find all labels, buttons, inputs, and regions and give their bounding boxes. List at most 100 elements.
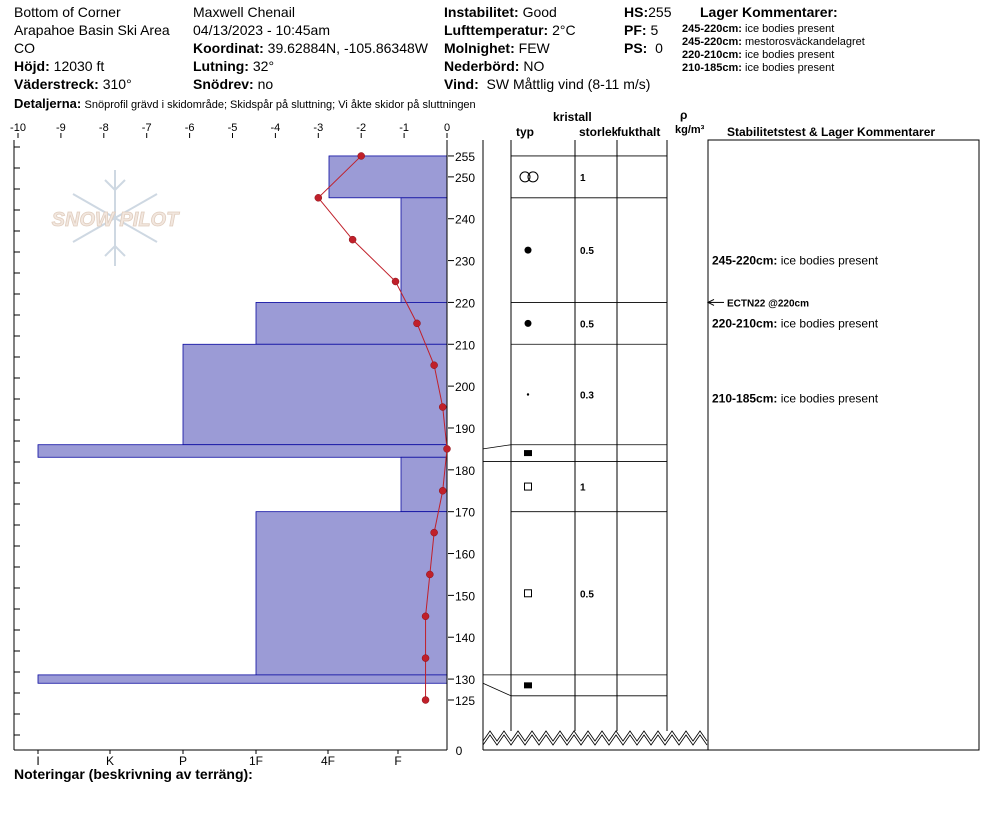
grain-table: 1 0.5 0.5 0.3 1 0.5 ECTN22 @220cm 245-220cm: ic… <box>482 139 980 751</box>
hardness-bar <box>37 674 448 684</box>
notes-label: Noteringar (beskrivning av terräng): <box>14 766 253 782</box>
state-name: CO <box>14 40 35 56</box>
melt-form-icon <box>527 171 539 183</box>
temp-tick-label: -10 <box>10 122 26 134</box>
wind: Vind: SW Måttlig vind (8-11 m/s) <box>444 76 650 92</box>
filled-dot-icon <box>524 246 532 254</box>
precip-label: Nederbörd: <box>444 58 520 74</box>
hardness-bar <box>37 444 448 458</box>
rho-unit: kg/m³ <box>675 124 705 136</box>
depth-tick-label: 190 <box>455 422 475 436</box>
moisture-header: fukthalt <box>617 125 661 139</box>
pf: PF: 5 <box>624 22 658 38</box>
layer-annotation-range: 210-185cm: <box>712 392 781 406</box>
pf-label: PF: <box>624 22 647 38</box>
temp-tick-label: -8 <box>99 122 109 134</box>
depth-tick-label: 150 <box>455 589 475 603</box>
grain-size-label: 0.5 <box>580 589 594 600</box>
temperature-point <box>438 403 447 411</box>
layer-annotation-text: ice bodies present <box>781 316 879 330</box>
hardness-tick-label: I <box>36 754 39 768</box>
temperature-point <box>443 445 451 453</box>
datetime: 04/13/2023 - 10:45am <box>193 22 330 38</box>
elevation: Höjd: 12030 ft <box>14 58 104 74</box>
grain-size-label: 0.5 <box>580 246 594 257</box>
temp-tick-label: -2 <box>356 122 366 134</box>
depth-tick-label: 255 <box>455 150 475 164</box>
depth-tick-label: 160 <box>455 548 475 562</box>
stability-label: Instabilitet: <box>444 4 519 20</box>
hs-value: 255 <box>648 4 672 20</box>
temperature-point <box>430 528 438 537</box>
temperature-point <box>348 235 357 244</box>
wind-label: Vind: <box>444 76 479 92</box>
layer-comment-range: 210-185cm: <box>682 62 742 74</box>
layer-connector <box>482 444 512 450</box>
depth-tick-label: 200 <box>455 380 475 394</box>
temp-tick-label: -9 <box>56 122 66 134</box>
temperature-point <box>430 361 438 369</box>
layer-annotation-range: 220-210cm: <box>712 316 781 330</box>
grain-size-label: 1 <box>580 173 586 184</box>
drift-label: Snödrev: <box>193 76 254 92</box>
layer-comment-text: ice bodies present <box>745 62 835 74</box>
airtemp-label: Lufttemperatur: <box>444 22 549 38</box>
layer-comment: 220-210cm: ice bodies present <box>682 49 834 61</box>
size-header: storlek <box>579 125 617 139</box>
hardness-bar <box>400 456 448 513</box>
grain-size-label: 0.3 <box>580 390 594 401</box>
layer-annotation: 220-210cm: ice bodies present <box>712 316 879 330</box>
coordinates: Koordinat: 39.62884N, -105.86348W <box>193 40 428 56</box>
layer-comment-text: mestorosväckandelagret <box>745 36 865 48</box>
depth-tick-label: 230 <box>455 255 475 269</box>
coord-value: 39.62884N, -105.86348W <box>267 40 428 56</box>
plot-area: -10 -9 -8 -7 -6 -5 -4 -3 -2 -1 0I K P 1F 4F F2552502402… <box>10 122 475 768</box>
break-zigzag <box>482 734 708 746</box>
precip: Nederbörd: NO <box>444 58 544 74</box>
crystal-header: kristall <box>553 110 592 124</box>
layer-comment-range: 245-220cm: <box>682 36 742 48</box>
temperature-point <box>357 152 365 160</box>
stability-test-label: ECTN22 @220cm <box>727 298 809 309</box>
temp-tick-label: -5 <box>228 122 238 134</box>
slope: Lutning: 32° <box>193 58 274 74</box>
observer: Maxwell Chenail <box>193 4 295 20</box>
temp-tick-label: -7 <box>142 122 152 134</box>
depth-tick-label: 180 <box>455 464 475 478</box>
stability-value: Good <box>522 4 557 20</box>
temperature-point <box>391 277 400 286</box>
temperature-point <box>314 194 323 202</box>
site-name: Bottom of Corner <box>14 4 121 20</box>
aspect: Väderstreck: 310° <box>14 76 132 92</box>
wind-value: SW Måttlig vind (8-11 m/s) <box>486 76 651 92</box>
depth-zero-label: 0 <box>456 744 463 758</box>
hardness-tick-label: K <box>106 754 114 768</box>
layer-comment: 245-220cm: ice bodies present <box>682 23 834 35</box>
layer-annotation: 245-220cm: ice bodies present <box>712 254 879 268</box>
layer-comment: 210-185cm: ice bodies present <box>682 62 834 74</box>
aspect-value: 310° <box>102 76 132 92</box>
depth-tick-label: 130 <box>455 673 475 687</box>
slope-label: Lutning: <box>193 58 249 74</box>
stability-test-arrowhead <box>706 298 715 306</box>
hardness-tick-label: 1F <box>249 754 263 768</box>
temperature-point <box>421 654 430 662</box>
temp-tick-label: 0 <box>444 122 450 134</box>
layer-connector <box>482 682 512 697</box>
hardness-tick-label: F <box>394 754 401 768</box>
precip-value: NO <box>523 58 545 74</box>
hardness-bar <box>255 511 448 676</box>
temp-tick-label: -1 <box>399 122 409 134</box>
rho-header: ρ <box>680 108 688 122</box>
hs: HS:255 <box>624 4 671 20</box>
depth-tick-label: 140 <box>455 631 475 645</box>
grain-size-label: 1 <box>580 483 586 494</box>
airtemp-value: 2°C <box>552 22 576 38</box>
temperature-point <box>413 319 421 328</box>
layer-comment-range: 245-220cm: <box>682 23 742 35</box>
pf-value: 5 <box>650 22 659 38</box>
temp-tick-label: -3 <box>313 122 323 134</box>
break-zigzag <box>482 730 708 742</box>
layer-comment: 245-220cm: mestorosväckandelagret <box>682 36 865 48</box>
